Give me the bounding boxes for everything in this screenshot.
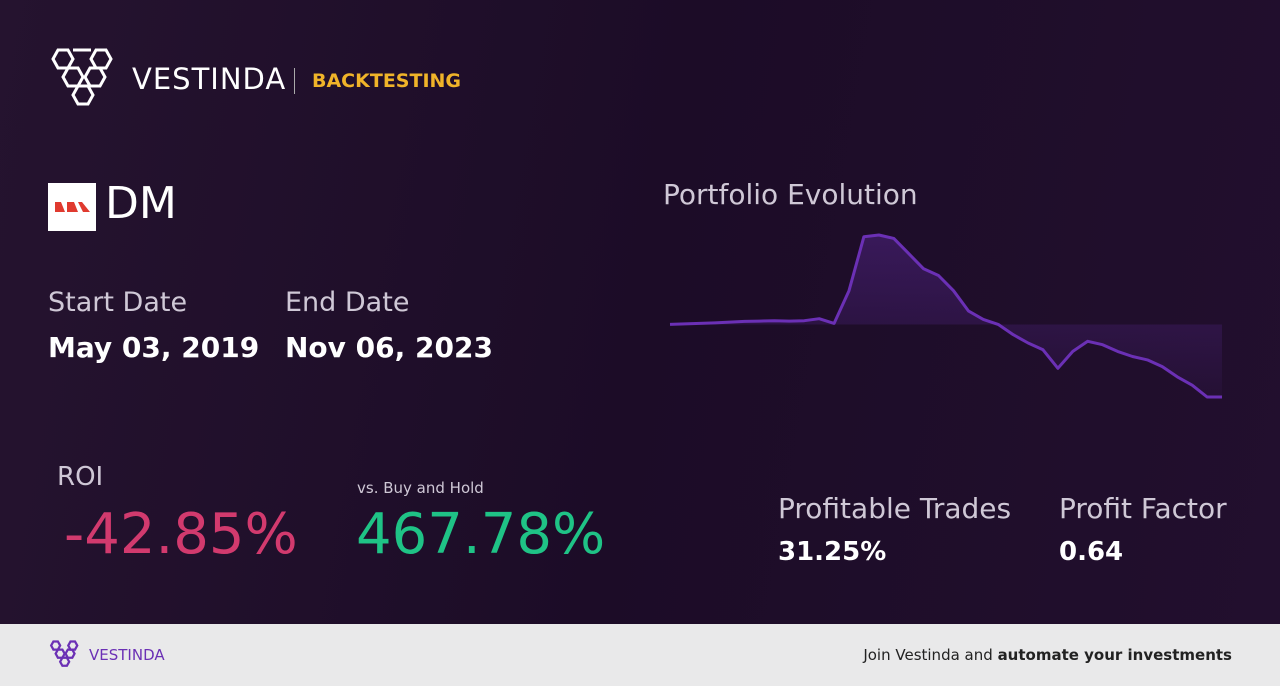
divider: [294, 68, 295, 94]
asset-logo: [48, 183, 96, 231]
asset-logo-mark: [55, 202, 90, 212]
benchmark-value: 467.78%: [356, 502, 606, 567]
benchmark-label: vs. Buy and Hold: [357, 479, 484, 497]
stat-value: 0.64: [1059, 537, 1124, 567]
portfolio-chart: [669, 233, 1222, 399]
start-date: May 03, 2019: [48, 331, 260, 364]
start-label: Start Date: [48, 287, 188, 318]
end-label: End Date: [285, 287, 410, 318]
ticker: DM: [105, 178, 177, 229]
stat-label: Profitable Trades: [778, 492, 1012, 525]
stat-value: 31.25%: [778, 537, 887, 567]
roi-label: ROI: [57, 462, 104, 492]
section-label: BACKTESTING: [312, 70, 462, 92]
chart-line: [669, 233, 1222, 399]
cta-text: Join Vestinda and: [863, 646, 993, 664]
cta-bold: automate your investments: [997, 646, 1232, 664]
chart-area: [670, 235, 1222, 397]
footer-cta: Join Vestinda and automate your investme…: [863, 646, 1232, 664]
stat-label: Profit Factor: [1059, 492, 1227, 525]
footer-logo: [49, 640, 79, 667]
brand-name: VESTINDA: [132, 62, 287, 96]
roi-value: -42.85%: [64, 502, 298, 567]
chart-title: Portfolio Evolution: [663, 178, 918, 211]
footer: VESTINDA Join Vestinda and automate your…: [0, 624, 1280, 686]
end-date: Nov 06, 2023: [285, 331, 493, 364]
brand-logo: [51, 48, 113, 106]
footer-brand: VESTINDA: [89, 646, 165, 664]
